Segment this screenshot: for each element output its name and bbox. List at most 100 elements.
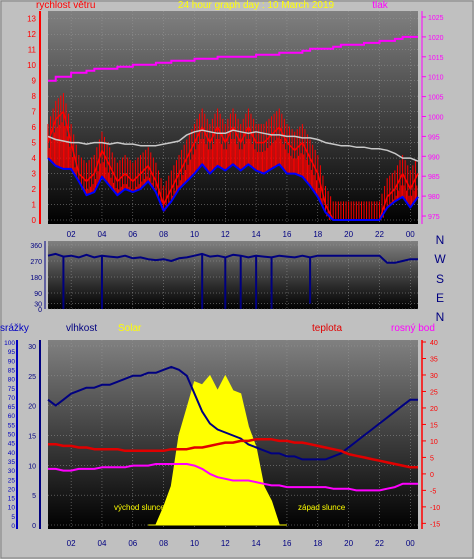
x-tick-label-wind: 20: [344, 230, 353, 239]
rain-tick-label: 30: [8, 468, 16, 475]
wind-speed-tick-label: 4: [32, 154, 37, 163]
rain-tick-label: 5: [11, 514, 15, 521]
rain-tick-label: 100: [4, 340, 15, 347]
wind-speed-tick-label: 11: [28, 46, 37, 55]
wind-speed-tick-label: 8: [32, 92, 37, 101]
direction-plot-area: [48, 241, 418, 309]
chart-marks: 0123456789101112139759809859909951000100…: [0, 0, 446, 548]
temperature-tick-label: -10: [430, 505, 440, 512]
x-tick-label-climate: 22: [375, 539, 384, 548]
x-tick-label-climate: 04: [98, 539, 107, 548]
x-tick-label-climate: 16: [283, 539, 292, 548]
solar-label: Solar: [118, 323, 142, 334]
humidity-tick-label: 20: [28, 404, 36, 411]
humidity-tick-label: 15: [28, 433, 36, 440]
x-tick-label-wind: 14: [252, 230, 261, 239]
compass-label: W: [434, 252, 446, 266]
temperature-line: [48, 438, 418, 469]
x-tick-label-climate: 08: [159, 539, 168, 548]
wind-average-line: [47, 157, 419, 221]
temperature-axis-label: teplota: [312, 323, 342, 334]
rain-tick-label: 20: [8, 486, 16, 493]
humidity-tick-label: 5: [32, 493, 36, 500]
temperature-tick-label: 35: [430, 356, 438, 363]
humidity-line: [47, 365, 418, 461]
rain-tick-label: 15: [8, 496, 16, 503]
dewpoint-axis-label: rosný bod: [391, 323, 435, 334]
direction-tick-label: 30: [34, 302, 42, 309]
x-tick-label-wind: 18: [313, 230, 322, 239]
x-tick-label-wind: 22: [375, 230, 384, 239]
x-tick-label-wind: 12: [221, 230, 230, 239]
temperature-tick-label: -15: [430, 521, 440, 528]
x-tick-label-climate: 18: [313, 539, 322, 548]
direction-tick-label: 180: [30, 275, 42, 282]
rain-tick-label: 55: [8, 422, 16, 429]
wind-speed-tick-label: 10: [27, 61, 36, 70]
x-tick-label-climate: 20: [344, 539, 353, 548]
direction-tick-label: 0: [38, 307, 42, 314]
x-tick-label-climate: 00: [406, 539, 415, 548]
temperature-tick-label: -5: [430, 488, 436, 495]
rain-tick-label: 70: [8, 395, 16, 402]
dewpoint-line: [48, 463, 418, 492]
wind-speed-tick-label: 7: [32, 108, 37, 117]
x-tick-label-wind: 06: [128, 230, 137, 239]
temperature-tick-label: 10: [430, 439, 438, 446]
rain-tick-label: 95: [8, 349, 16, 356]
rain-tick-label: 40: [8, 450, 16, 457]
sunset-annotation: západ slunce: [298, 503, 346, 512]
x-tick-label-wind: 08: [159, 230, 168, 239]
x-tick-label-wind: 04: [98, 230, 107, 239]
x-tick-label-wind: 02: [67, 230, 76, 239]
pressure-tick-label: 975: [428, 214, 440, 221]
rain-tick-label: 10: [8, 505, 16, 512]
x-tick-label-climate: 06: [128, 539, 137, 548]
wind-speed-tick-label: 6: [32, 123, 37, 132]
x-tick-label-climate: 14: [252, 539, 261, 548]
sunrise-annotation: východ slunce: [114, 503, 165, 512]
direction-tick-label: 90: [34, 291, 42, 298]
wind-speed-tick-label: 9: [32, 77, 37, 86]
temperature-tick-label: 20: [430, 406, 438, 413]
pressure-tick-label: 985: [428, 174, 440, 181]
wind-speed-tick-label: 12: [27, 30, 36, 39]
pressure-axis-label: tlak: [372, 0, 389, 11]
compass-label: N: [436, 310, 445, 324]
rain-tick-label: 0: [11, 523, 15, 530]
pressure-tick-label: 980: [428, 194, 440, 201]
pressure-tick-label: 1005: [428, 95, 444, 102]
humidity-tick-label: 25: [28, 374, 36, 381]
wind-speed-tick-label: 13: [27, 15, 36, 24]
rain-tick-label: 75: [8, 386, 16, 393]
direction-tick-label: 270: [30, 259, 42, 266]
rain-tick-label: 85: [8, 367, 16, 374]
pressure-line: [48, 35, 418, 82]
x-tick-label-wind: 00: [406, 230, 415, 239]
rain-tick-label: 65: [8, 404, 16, 411]
compass-label: S: [436, 272, 444, 286]
wind-direction-line: [47, 252, 418, 264]
rain-tick-label: 45: [8, 441, 16, 448]
compass-label: N: [436, 233, 445, 247]
rain-tick-label: 50: [8, 432, 16, 439]
temperature-tick-label: 15: [430, 422, 438, 429]
temperature-tick-label: 0: [430, 472, 434, 479]
temperature-tick-label: 5: [430, 455, 434, 462]
wind-speed-axis-label: rychlost větru: [36, 0, 95, 11]
direction-tick-label: 360: [30, 243, 42, 250]
pressure-tick-label: 1020: [428, 35, 444, 42]
wind-speed-tick-label: 5: [32, 139, 37, 148]
x-tick-label-climate: 12: [221, 539, 230, 548]
x-tick-label-wind: 16: [283, 230, 292, 239]
humidity-axis-label: vlhkost: [66, 323, 97, 334]
rain-tick-label: 35: [8, 459, 16, 466]
x-tick-label-wind: 10: [190, 230, 199, 239]
solar-area: [148, 374, 287, 526]
rain-tick-label: 80: [8, 377, 16, 384]
pressure-tick-label: 1025: [428, 15, 444, 22]
rain-axis-label: srážky: [0, 323, 29, 334]
wind-speed-tick-label: 1: [32, 201, 37, 210]
temperature-tick-label: 30: [430, 373, 438, 380]
